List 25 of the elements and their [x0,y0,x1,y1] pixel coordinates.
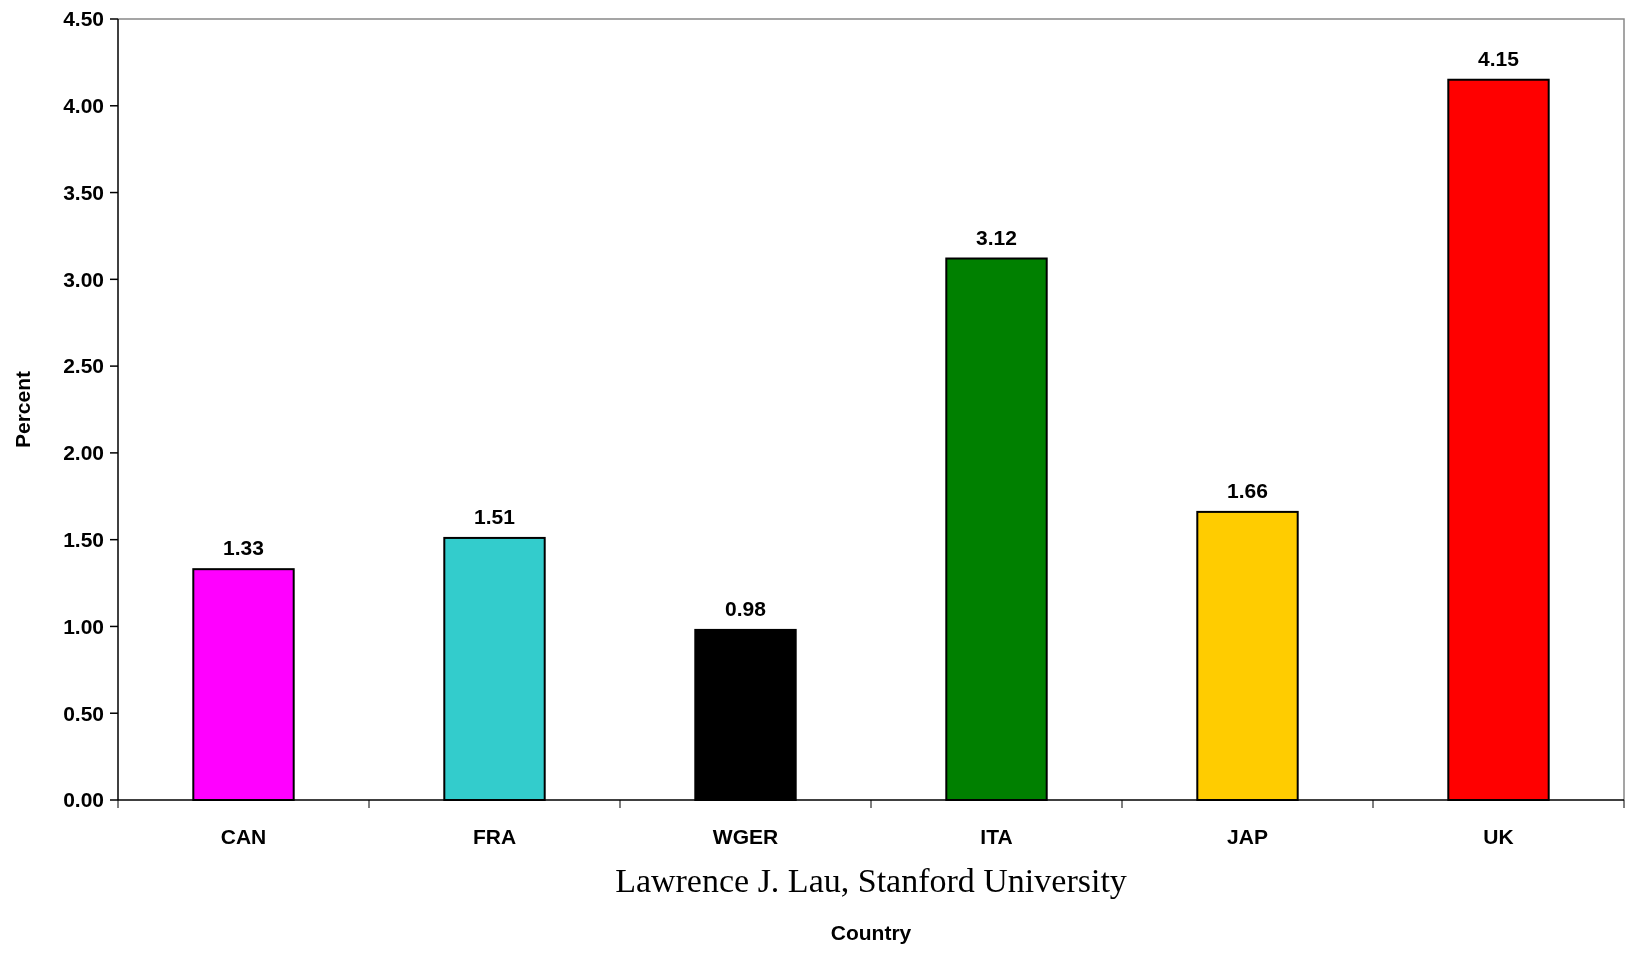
y-tick-label: 1.00 [63,614,104,638]
x-tick-label: CAN [220,825,267,848]
y-axis-title: Percent [11,370,34,449]
x-tick-label: JAP [1227,825,1268,848]
x-tick-label: ITA [980,825,1013,848]
y-tick-label: 2.00 [63,441,104,465]
x-tick-label: WGER [712,825,779,848]
text: Lawrence J. Lau, Stanford University [615,862,1127,899]
x-axis-title: Country [830,921,912,944]
y-tick-label: 4.50 [63,7,104,31]
y-tick-label: 4.00 [63,94,104,118]
data-label: 0.98 [725,596,767,620]
data-label: 1.66 [1227,478,1268,502]
x-tick-label: FRA [472,825,517,848]
y-tick-label: 3.00 [63,267,104,291]
data-label: 4.15 [1478,46,1520,70]
y-tick-label: 2.50 [63,354,104,378]
data-label: 3.12 [976,225,1017,249]
y-tick-label: 0.00 [63,788,104,812]
y-tick-label: 1.50 [63,528,104,552]
x-tick-label: UK [1483,825,1514,848]
y-tick-label: 0.50 [63,701,104,725]
data-label: 1.51 [474,504,516,528]
data-label: 1.33 [223,536,264,560]
y-tick-label: 3.50 [63,180,104,204]
